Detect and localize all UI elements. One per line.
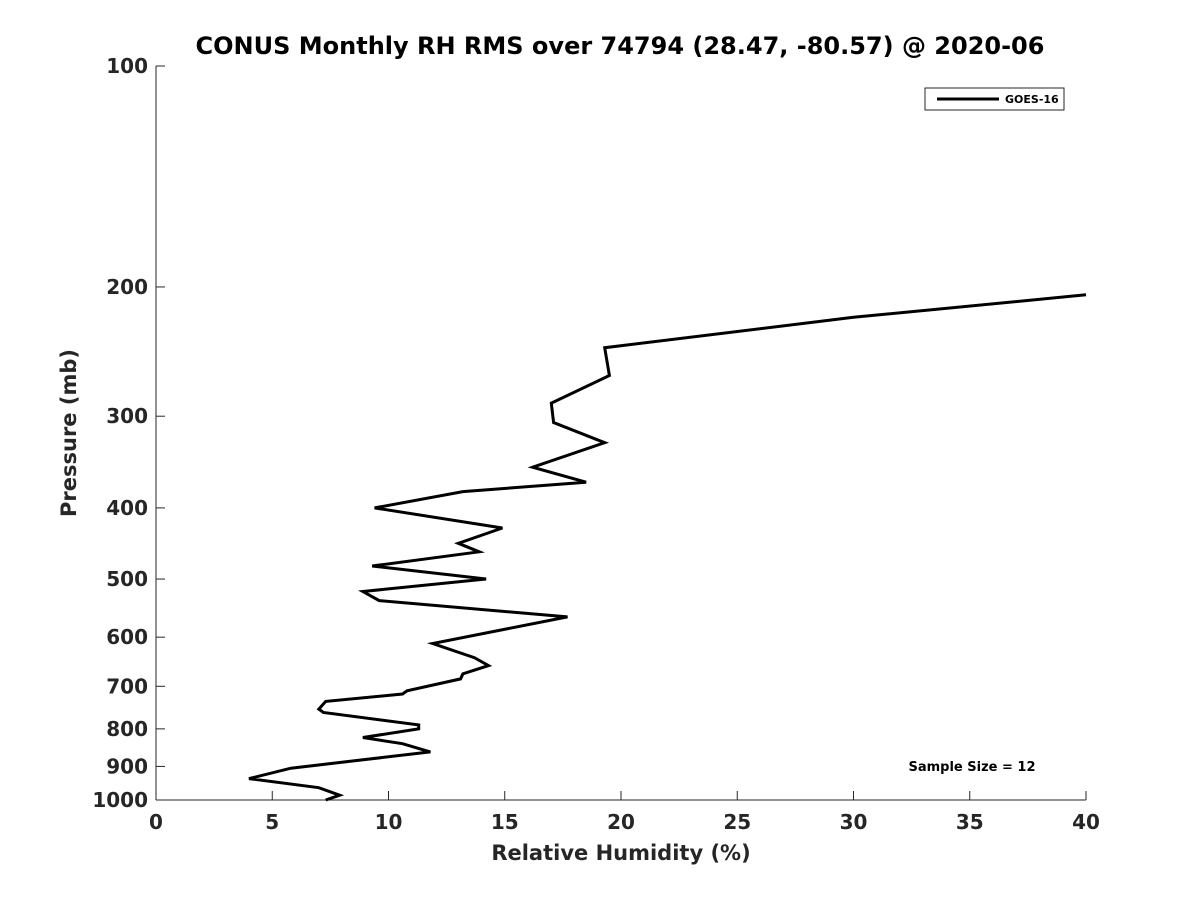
y-tick-label: 100 bbox=[106, 54, 148, 78]
x-tick-label: 5 bbox=[265, 810, 279, 834]
y-axis-label: Pressure (mb) bbox=[57, 349, 81, 517]
sample-size-annotation: Sample Size = 12 bbox=[908, 760, 1035, 775]
x-tick-label: 35 bbox=[956, 810, 984, 834]
y-tick-label: 600 bbox=[106, 625, 148, 649]
x-tick-label: 10 bbox=[375, 810, 403, 834]
y-tick-label: 1000 bbox=[92, 788, 148, 812]
legend-label-goes-16: GOES-16 bbox=[1005, 93, 1059, 106]
x-tick-label: 20 bbox=[607, 810, 635, 834]
x-tick-label: 25 bbox=[723, 810, 751, 834]
y-tick-label: 400 bbox=[106, 496, 148, 520]
y-tick-label: 500 bbox=[106, 567, 148, 591]
y-tick-label: 800 bbox=[106, 717, 148, 741]
x-tick-label: 30 bbox=[840, 810, 868, 834]
plot-axes bbox=[155, 66, 1086, 801]
y-ticks: 100 200 300 400 500 600 700 800 900 1000 bbox=[92, 54, 165, 812]
y-tick-label: 200 bbox=[106, 275, 148, 299]
x-tick-label: 15 bbox=[491, 810, 519, 834]
x-ticks: 0 5 10 15 20 25 30 35 40 bbox=[149, 791, 1100, 834]
x-tick-label: 40 bbox=[1072, 810, 1100, 834]
y-tick-label: 900 bbox=[106, 754, 148, 778]
x-axis-label: Relative Humidity (%) bbox=[491, 841, 750, 865]
x-tick-label: 0 bbox=[149, 810, 163, 834]
series-line-goes-16 bbox=[248, 293, 1087, 802]
legend: GOES-16 bbox=[924, 87, 1065, 111]
chart-title: CONUS Monthly RH RMS over 74794 (28.47, … bbox=[196, 32, 1045, 60]
y-tick-label: 300 bbox=[106, 404, 148, 428]
y-tick-label: 700 bbox=[106, 674, 148, 698]
